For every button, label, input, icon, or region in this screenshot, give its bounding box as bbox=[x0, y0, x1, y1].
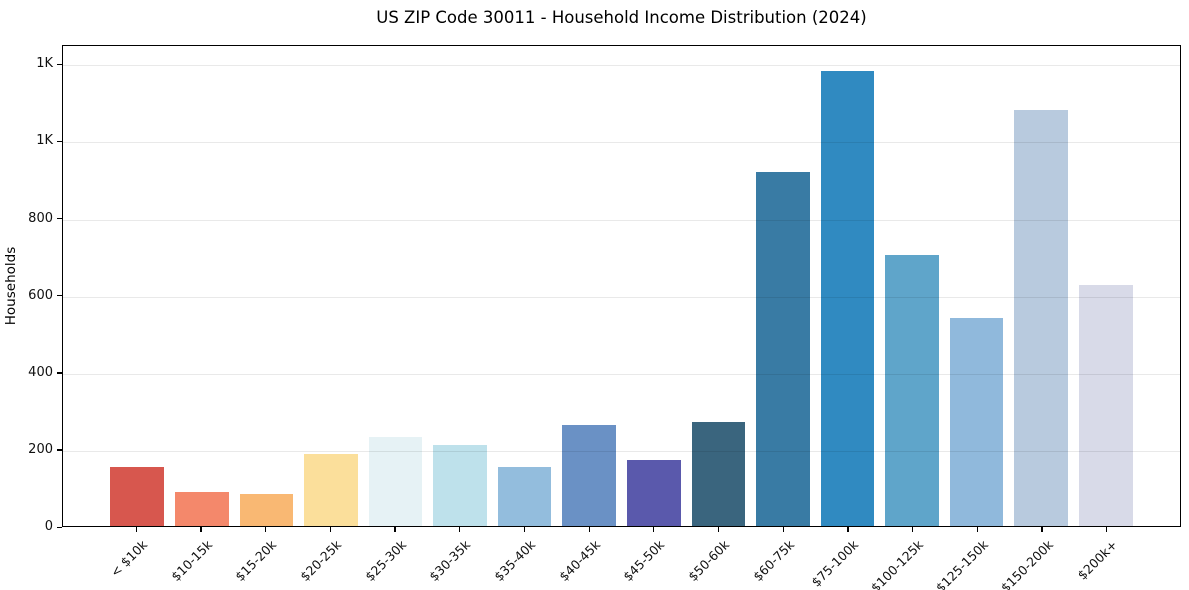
y-tick-label: 800 bbox=[28, 210, 53, 226]
chart-title: US ZIP Code 30011 - Household Income Dis… bbox=[376, 8, 867, 27]
bar-20-25k bbox=[304, 454, 358, 526]
y-tick-mark bbox=[57, 449, 62, 451]
bar-slot bbox=[170, 46, 235, 526]
bar-150-200k bbox=[1014, 110, 1068, 526]
x-tick-mark bbox=[329, 527, 332, 532]
bar-10k bbox=[110, 467, 165, 526]
x-tick-label: $45-50k bbox=[620, 537, 668, 585]
x-tick-mark bbox=[653, 527, 655, 532]
bar-10-15k bbox=[175, 492, 229, 526]
y-axis-label: Households bbox=[3, 246, 19, 326]
bar-75-100k bbox=[820, 70, 875, 526]
x-tick-label: $35-40k bbox=[491, 537, 539, 585]
x-tick-mark bbox=[588, 527, 590, 532]
plot-area bbox=[62, 45, 1181, 527]
x-tick-mark bbox=[717, 527, 720, 532]
x-tick-label: $100-125k bbox=[867, 537, 927, 590]
x-tick-mark bbox=[847, 527, 849, 532]
x-tick-mark bbox=[135, 527, 137, 532]
y-tick-mark bbox=[57, 63, 62, 66]
y-tick-label: 1K bbox=[36, 133, 53, 149]
bar-25-30k bbox=[368, 437, 423, 526]
bar-125-150k bbox=[949, 317, 1004, 526]
bar-slot bbox=[944, 46, 1009, 526]
x-tick-mark bbox=[523, 527, 526, 532]
bar-slot bbox=[815, 46, 880, 526]
x-tick-label: $125-150k bbox=[932, 537, 991, 590]
x-tick-label: $50-60k bbox=[685, 537, 733, 585]
bar-slot bbox=[751, 46, 816, 526]
bars-layer bbox=[63, 46, 1180, 526]
x-tick-mark bbox=[459, 527, 461, 532]
bar-slot bbox=[363, 46, 428, 526]
y-tick-label: 1K bbox=[36, 56, 53, 72]
x-tick-mark bbox=[1041, 527, 1043, 532]
y-tick-mark bbox=[57, 295, 62, 297]
x-tick-label: $60-75k bbox=[749, 537, 797, 585]
y-tick-label: 0 bbox=[44, 519, 53, 534]
bar-slot bbox=[1009, 46, 1074, 526]
x-tick-mark bbox=[265, 527, 267, 532]
y-tick-mark bbox=[57, 140, 62, 143]
y-tick-mark bbox=[57, 526, 62, 528]
bar-15-20k bbox=[239, 493, 294, 526]
bar-45-50k bbox=[626, 460, 681, 526]
bar-50-60k bbox=[691, 421, 746, 526]
y-tick-label: 200 bbox=[28, 441, 53, 457]
x-tick-label: $10-15k bbox=[167, 537, 215, 585]
y-tick-mark bbox=[57, 218, 62, 220]
x-tick-label: < $10k bbox=[107, 537, 150, 580]
x-tick-label: $150-200k bbox=[997, 537, 1056, 590]
bar-200k bbox=[1078, 285, 1133, 526]
bar-60-75k bbox=[756, 171, 810, 526]
x-tick-label: $25-30k bbox=[361, 537, 409, 585]
x-tick-mark bbox=[782, 527, 784, 532]
x-tick-label: $75-100k bbox=[808, 537, 862, 590]
bar-slot bbox=[492, 46, 557, 526]
bar-slot bbox=[299, 46, 364, 526]
bar-35-40k bbox=[497, 467, 552, 526]
x-tick-label: $40-45k bbox=[555, 537, 603, 585]
bar-slot bbox=[622, 46, 687, 526]
x-tick-mark bbox=[1106, 527, 1108, 532]
x-tick-mark bbox=[976, 527, 978, 532]
bar-30-35k bbox=[433, 444, 487, 526]
bar-slot bbox=[686, 46, 751, 526]
bar-100-125k bbox=[885, 254, 939, 526]
x-tick-label: $200k+ bbox=[1074, 537, 1121, 583]
bar-slot bbox=[105, 46, 170, 526]
bar-slot bbox=[880, 46, 945, 526]
y-tick-label: 400 bbox=[28, 364, 53, 380]
x-tick-mark bbox=[911, 527, 914, 532]
y-tick-label: 600 bbox=[28, 287, 53, 303]
bar-slot bbox=[428, 46, 493, 526]
x-tick-label: $20-25k bbox=[296, 537, 345, 585]
x-tick-label: $15-20k bbox=[232, 537, 280, 585]
bar-slot bbox=[234, 46, 299, 526]
x-tick-mark bbox=[200, 527, 202, 532]
bar-40-45k bbox=[562, 424, 616, 526]
bar-slot bbox=[1073, 46, 1138, 526]
x-tick-mark bbox=[394, 527, 396, 532]
x-tick-label: $30-35k bbox=[426, 537, 474, 585]
y-tick-mark bbox=[57, 372, 62, 374]
bar-slot bbox=[557, 46, 622, 526]
